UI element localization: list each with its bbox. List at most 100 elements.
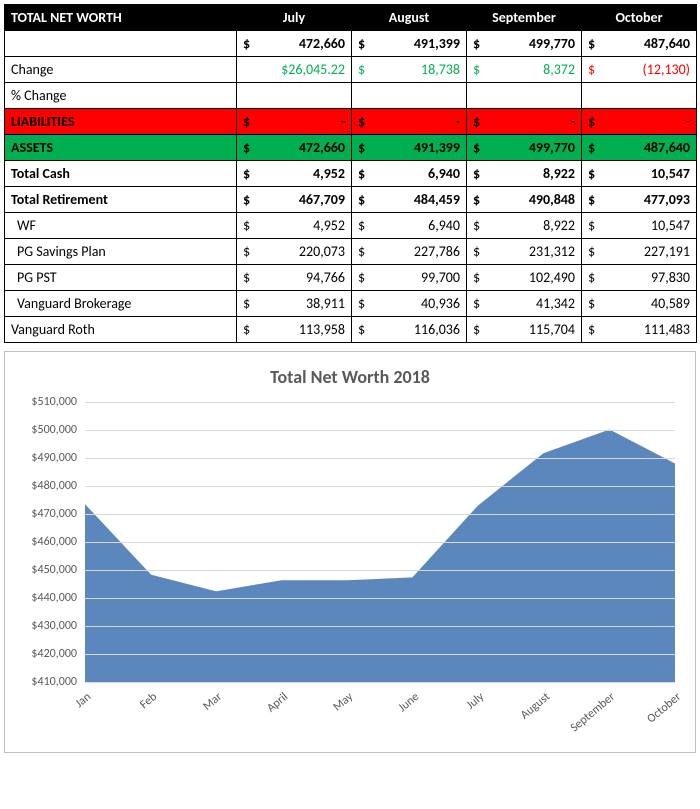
- cell-value: 227,786: [414, 243, 460, 260]
- cell-value: 41,342: [536, 295, 575, 312]
- chart-y-label: $430,000: [13, 619, 77, 633]
- table-header-row: TOTAL NET WORTHJulyAugustSeptemberOctobe…: [5, 5, 697, 31]
- currency-symbol: $: [358, 113, 365, 130]
- currency-symbol: $: [473, 35, 480, 52]
- cell: $477,093: [582, 187, 697, 213]
- chart-gridline: [85, 542, 675, 543]
- chart-y-label: $460,000: [13, 535, 77, 549]
- cell-value: 8,372: [543, 61, 575, 78]
- currency-symbol: $: [358, 217, 365, 234]
- chart-y-label: $450,000: [13, 563, 77, 577]
- cell: $4,952: [237, 213, 352, 239]
- chart-gridline: [85, 402, 675, 403]
- table-row-change: Change$26,045.22$18,738$8,372$(12,130): [5, 57, 697, 83]
- chart-gridline: [85, 598, 675, 599]
- cell-value: 499,770: [529, 35, 575, 52]
- cell: $41,342: [467, 291, 582, 317]
- cell-value: 220,073: [299, 243, 345, 260]
- currency-symbol: $: [358, 269, 365, 286]
- cell-value: 38,911: [306, 295, 345, 312]
- row-label: Vanguard Roth: [5, 317, 237, 343]
- chart-gridline: [85, 570, 675, 571]
- cell: $113,958: [237, 317, 352, 343]
- currency-symbol: $: [243, 165, 250, 182]
- currency-symbol: $: [243, 113, 250, 130]
- table-row-pgpst: PG PST$94,766$99,700$102,490$97,830: [5, 265, 697, 291]
- cell: $18,738: [352, 57, 467, 83]
- cell: $8,922: [467, 161, 582, 187]
- cell: $115,704: [467, 317, 582, 343]
- row-label: Total Retirement: [5, 187, 237, 213]
- cell: [467, 83, 582, 109]
- cell-value: 40,936: [421, 295, 460, 312]
- cell: $94,766: [237, 265, 352, 291]
- currency-symbol: $: [588, 35, 595, 52]
- cell: $231,312: [467, 239, 582, 265]
- cell: $490,848: [467, 187, 582, 213]
- row-label: LIABILITIES: [5, 109, 237, 135]
- cell: $111,483: [582, 317, 697, 343]
- chart-gridline: [85, 654, 675, 655]
- currency-symbol: $: [588, 139, 595, 156]
- table-row-totalretire: Total Retirement$467,709$484,459$490,848…: [5, 187, 697, 213]
- currency-symbol: $: [473, 61, 480, 78]
- cell: $99,700: [352, 265, 467, 291]
- currency-symbol: $: [243, 35, 250, 52]
- table-row-pgsavings: PG Savings Plan$220,073$227,786$231,312$…: [5, 239, 697, 265]
- cell: $6,940: [352, 161, 467, 187]
- cell: $4,952: [237, 161, 352, 187]
- cell-value: 40,589: [651, 295, 690, 312]
- cell: $97,830: [582, 265, 697, 291]
- chart-x-label: June: [396, 690, 422, 715]
- cell-value: 231,312: [529, 243, 575, 260]
- chart-gridline: [85, 458, 675, 459]
- currency-symbol: $: [473, 139, 480, 156]
- currency-symbol: $: [358, 191, 365, 208]
- cell: [582, 83, 697, 109]
- cell-value: 484,459: [414, 191, 460, 208]
- cell: $-: [467, 109, 582, 135]
- cell-value: -: [686, 113, 690, 130]
- cell: [237, 83, 352, 109]
- cell-value: $26,045.22: [281, 61, 345, 78]
- cell: $-: [582, 109, 697, 135]
- currency-symbol: $: [588, 243, 595, 260]
- header-title: TOTAL NET WORTH: [5, 5, 237, 31]
- cell: $484,459: [352, 187, 467, 213]
- currency-symbol: $: [243, 321, 250, 338]
- cell-value: 6,940: [428, 217, 460, 234]
- cell-value: -: [571, 113, 575, 130]
- chart-x-label: April: [264, 690, 291, 715]
- networth-table: TOTAL NET WORTHJulyAugustSeptemberOctobe…: [4, 4, 697, 343]
- cell-value: 499,770: [529, 139, 575, 156]
- cell: $472,660: [237, 31, 352, 57]
- currency-symbol: $: [243, 295, 250, 312]
- cell-value: 97,830: [651, 269, 690, 286]
- cell-value: 102,490: [529, 269, 575, 286]
- chart-gridline: [85, 486, 675, 487]
- cell-value: 111,483: [644, 321, 690, 338]
- cell: $40,936: [352, 291, 467, 317]
- cell: $38,911: [237, 291, 352, 317]
- cell-value: 99,700: [421, 269, 460, 286]
- row-label: PG PST: [5, 265, 237, 291]
- header-month: October: [582, 5, 697, 31]
- cell: $8,372: [467, 57, 582, 83]
- cell: $-: [237, 109, 352, 135]
- cell-value: 113,958: [299, 321, 345, 338]
- chart-y-label: $420,000: [13, 647, 77, 661]
- chart-y-label: $470,000: [13, 507, 77, 521]
- currency-symbol: $: [588, 295, 595, 312]
- area-polygon: [85, 431, 675, 682]
- currency-symbol: $: [473, 269, 480, 286]
- cell: $10,547: [582, 161, 697, 187]
- cell: $102,490: [467, 265, 582, 291]
- cell: $472,660: [237, 135, 352, 161]
- currency-symbol: $: [243, 217, 250, 234]
- currency-symbol: $: [473, 321, 480, 338]
- cell-value: 477,093: [644, 191, 690, 208]
- currency-symbol: $: [473, 243, 480, 260]
- row-label: % Change: [5, 83, 237, 109]
- cell-value: 115,704: [529, 321, 575, 338]
- currency-symbol: $: [588, 165, 595, 182]
